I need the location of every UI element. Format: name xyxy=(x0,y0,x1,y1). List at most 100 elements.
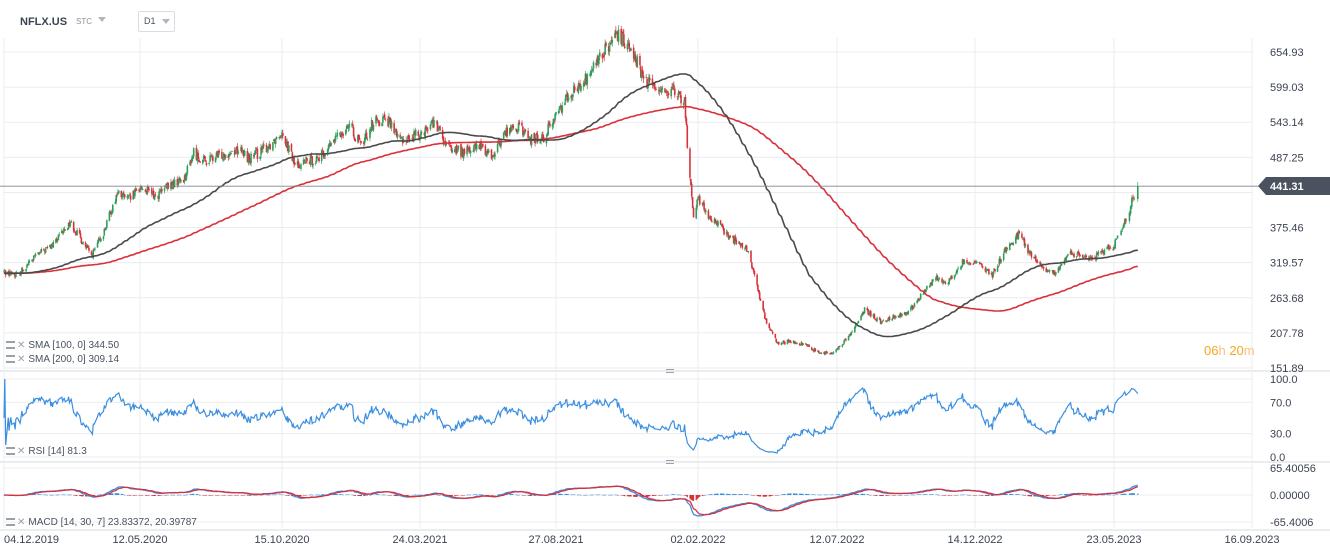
macd-hist-bar xyxy=(907,494,909,496)
candle-body xyxy=(894,316,897,319)
legend-sma100[interactable]: ✕ SMA [100, 0] 344.50 xyxy=(6,340,119,351)
candle-body xyxy=(1042,266,1045,269)
macd-hist-bar xyxy=(394,495,396,496)
candle-body xyxy=(608,45,611,52)
macd-hist-bar xyxy=(304,495,306,496)
candle-body xyxy=(752,267,755,272)
candle-body xyxy=(863,307,866,314)
settings-menu-icon[interactable] xyxy=(6,518,15,527)
candle-body xyxy=(128,195,130,197)
macd-hist-bar xyxy=(969,495,971,496)
candle-body xyxy=(843,340,845,344)
settings-menu-icon[interactable] xyxy=(6,355,15,364)
candle-body xyxy=(874,318,877,320)
macd-hist-bar xyxy=(870,495,872,496)
candle-body xyxy=(1040,264,1042,265)
legend-sma200[interactable]: ✕ SMA [200, 0] 309.14 xyxy=(6,354,119,365)
macd-hist-bar xyxy=(51,494,54,496)
candle-body xyxy=(982,266,984,268)
macd-hist-bar xyxy=(672,494,674,495)
macd-hist-bar xyxy=(559,493,562,495)
candle-body xyxy=(74,232,77,234)
symbol-name[interactable]: NFLX.US xyxy=(20,16,68,28)
close-icon[interactable]: ✕ xyxy=(17,517,26,528)
candle-body xyxy=(423,133,426,136)
candle-body xyxy=(579,83,581,90)
macd-hist-bar xyxy=(949,495,951,496)
candle-body xyxy=(439,126,441,131)
macd-hist-bar xyxy=(1100,494,1102,496)
candle-body xyxy=(980,263,982,265)
macd-hist-bar xyxy=(751,495,753,496)
candle-body xyxy=(856,322,859,324)
candle-body xyxy=(943,281,945,283)
candle-body xyxy=(635,59,638,66)
macd-hist-bar xyxy=(1109,494,1112,496)
candle-body xyxy=(45,247,48,249)
timeframe-select[interactable]: D1 xyxy=(138,11,175,32)
candle-body xyxy=(751,268,754,270)
candle-body xyxy=(561,105,564,113)
macd-hist-bar xyxy=(967,494,969,496)
macd-hist-bar xyxy=(885,495,887,496)
macd-hist-bar xyxy=(708,494,710,496)
candle-body xyxy=(335,135,338,137)
candle-body xyxy=(158,191,160,200)
pane-resize-handle[interactable] xyxy=(666,369,674,373)
symbol-dropdown-icon[interactable] xyxy=(98,17,106,22)
macd-hist-bar xyxy=(39,494,42,495)
candle-body xyxy=(590,70,593,73)
macd-hist-bar xyxy=(918,494,920,495)
legend-macd[interactable]: ✕ MACD [14, 30, 7] 23.83372, 20.39787 xyxy=(6,517,197,528)
macd-hist-bar xyxy=(85,495,88,497)
candle-body xyxy=(214,157,217,163)
macd-hist-bar xyxy=(881,495,884,496)
candle-body xyxy=(393,123,395,133)
macd-hist-bar xyxy=(765,495,767,497)
symbol-type: STC xyxy=(76,17,92,26)
macd-hist-bar xyxy=(390,495,393,496)
close-icon[interactable]: ✕ xyxy=(17,354,26,365)
macd-hist-bar xyxy=(1089,495,1091,496)
settings-menu-icon[interactable] xyxy=(6,447,15,456)
candle-body xyxy=(430,120,433,124)
macd-hist-bar xyxy=(1054,495,1056,496)
candle-body xyxy=(746,251,749,253)
candle-body xyxy=(949,278,951,280)
candle-body xyxy=(9,273,11,277)
macd-hist-bar xyxy=(868,494,870,496)
candle-body xyxy=(991,273,994,278)
macd-hist-bar xyxy=(217,495,219,496)
macd-hist-bar xyxy=(591,494,593,496)
candle-body xyxy=(769,328,771,331)
macd-hist-bar xyxy=(580,494,582,496)
macd-hist-bar xyxy=(835,494,837,495)
macd-hist-bar xyxy=(281,494,283,496)
price-tick-label: 375.46 xyxy=(1270,223,1304,235)
candle-body xyxy=(1067,254,1069,256)
close-icon[interactable]: ✕ xyxy=(17,446,26,457)
macd-hist-bar xyxy=(376,494,378,495)
macd-hist-bar xyxy=(288,495,290,496)
macd-hist-bar xyxy=(309,494,311,496)
close-icon[interactable]: ✕ xyxy=(17,340,26,351)
legend-rsi[interactable]: ✕ RSI [14] 81.3 xyxy=(6,446,87,457)
macd-hist-bar xyxy=(439,495,441,496)
settings-menu-icon[interactable] xyxy=(6,341,15,350)
macd-hist-bar xyxy=(685,495,687,497)
candle-body xyxy=(801,342,804,346)
candle-body xyxy=(502,132,505,139)
candle-body xyxy=(38,251,41,255)
pane-resize-handle[interactable] xyxy=(666,460,674,464)
macd-hist-bar xyxy=(565,493,567,495)
candle-body xyxy=(178,177,180,182)
time-tick-label: 12.07.2022 xyxy=(809,534,864,546)
candle-body xyxy=(658,90,661,92)
macd-tick-label: 65.40056 xyxy=(1270,463,1316,475)
macd-hist-bar xyxy=(523,495,525,496)
macd-hist-bar xyxy=(56,494,59,496)
candle-body xyxy=(457,145,460,150)
macd-hist-bar xyxy=(753,495,756,496)
candle-body xyxy=(488,150,490,153)
